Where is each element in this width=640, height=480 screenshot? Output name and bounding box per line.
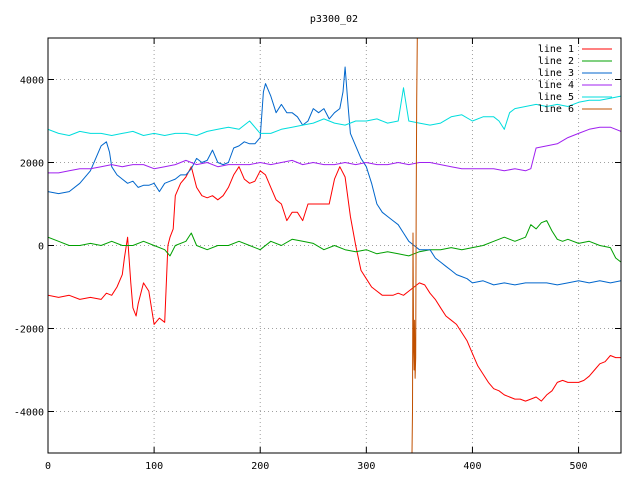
y-tick-label: 4000 <box>20 76 44 87</box>
y-tick-label: 2000 <box>20 159 44 170</box>
x-tick-label: 100 <box>145 461 163 472</box>
plot-series <box>48 38 621 453</box>
chart-title: p3300_02 <box>310 14 358 25</box>
x-tick-label: 200 <box>251 461 269 472</box>
legend-label-1: line 1 <box>538 44 574 55</box>
series-line-2 <box>48 220 621 263</box>
x-tick-label: 0 <box>45 461 51 472</box>
y-tick-label: -4000 <box>14 408 44 419</box>
axis-ticks: 0 100 200 300 400 500 4000 2000 0 -2000 -4000 <box>14 38 621 472</box>
x-tick-label: 300 <box>357 461 375 472</box>
series-line-6 <box>411 38 419 453</box>
legend-label-3: line 3 <box>538 68 574 79</box>
y-tick-label: -2000 <box>14 325 44 336</box>
series-line-3 <box>48 66 621 286</box>
legend-label-5: line 5 <box>538 92 574 103</box>
x-tick-label: 400 <box>463 461 481 472</box>
y-tick-label: 0 <box>38 242 44 253</box>
series-line-5 <box>48 87 621 136</box>
series-line-1 <box>48 166 621 402</box>
legend-label-2: line 2 <box>538 56 574 67</box>
legend-label-6: line 6 <box>538 104 574 115</box>
x-tick-label: 500 <box>570 461 588 472</box>
series-line-4 <box>48 126 621 174</box>
legend-label-4: line 4 <box>538 80 574 91</box>
